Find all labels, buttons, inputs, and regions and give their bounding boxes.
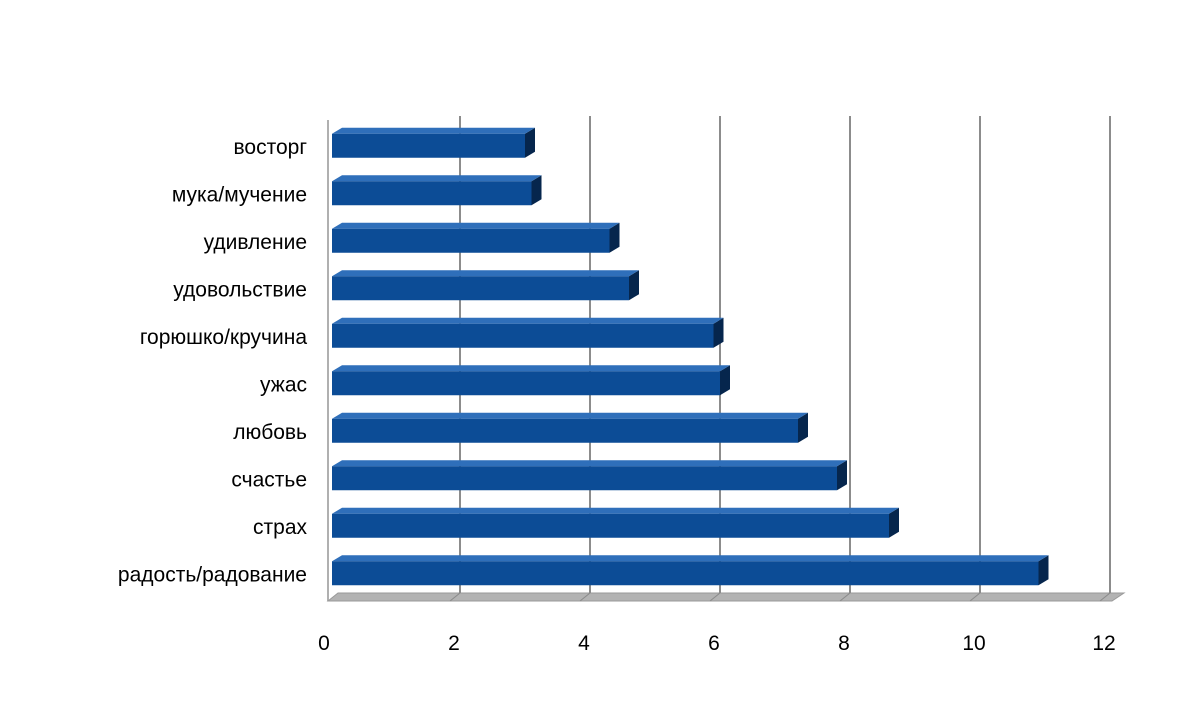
category-label: счастье: [231, 468, 307, 491]
gridline-floor-8: [839, 592, 851, 602]
bar-side: [798, 412, 808, 443]
x-tick-labels: 0 2 4 6 8 10 12: [318, 632, 1116, 655]
bar: [332, 276, 629, 301]
x-tick-label: 8: [838, 632, 850, 655]
bar: [332, 466, 837, 491]
bar: [332, 181, 532, 206]
gridline-floor-12: [1099, 592, 1111, 602]
x-tick-label: 0: [318, 632, 330, 655]
category-label: мука/мучение: [172, 183, 307, 206]
bar-side: [720, 365, 730, 396]
category-labels: восторг мука/мучение удивление удовольствие…: [118, 136, 308, 587]
category-label: ужас: [260, 373, 307, 396]
bar-side: [531, 175, 542, 206]
bar: [332, 561, 1039, 586]
bar-top: [332, 127, 535, 134]
bar-top: [332, 555, 1049, 562]
gridline-floor-6: [709, 592, 721, 602]
gridline-floor-4: [579, 592, 591, 602]
bar: [332, 228, 610, 253]
x-tick-label: 2: [448, 632, 460, 655]
bar-side: [837, 460, 847, 491]
gridline-floor-10: [969, 592, 981, 602]
bar-top: [332, 507, 899, 514]
bar-side: [629, 270, 639, 301]
bar: [332, 133, 525, 158]
category-label: любовь: [233, 421, 307, 444]
bar-top: [332, 175, 542, 182]
x-tick-label: 4: [578, 632, 590, 655]
bar-side: [713, 317, 724, 348]
gridline-floor-2: [449, 592, 461, 602]
bar: [332, 513, 889, 538]
bar-top: [332, 317, 724, 324]
bar-top: [332, 222, 620, 229]
bar-top: [332, 412, 808, 419]
bar: [332, 418, 798, 443]
x-tick-label: 10: [962, 632, 985, 655]
bar-top: [332, 365, 730, 372]
x-tick-label: 6: [708, 632, 720, 655]
chart-floor: [326, 592, 1126, 602]
bar-side: [525, 127, 535, 158]
category-label: восторг: [234, 136, 308, 159]
bar-side: [889, 507, 899, 538]
bar-side: [609, 222, 620, 253]
category-label: горюшко/кручина: [140, 326, 307, 349]
x-tick-label: 12: [1092, 632, 1115, 655]
bar-top: [332, 270, 639, 277]
bar: [332, 371, 720, 396]
bar: [332, 323, 714, 348]
bar-top: [332, 460, 847, 467]
category-label: удовольствие: [173, 278, 307, 301]
category-label: страх: [253, 516, 307, 539]
category-label: удивление: [204, 231, 307, 254]
bars: [332, 127, 1049, 586]
category-label: радость/радование: [118, 563, 307, 586]
bar-side: [1038, 555, 1049, 586]
